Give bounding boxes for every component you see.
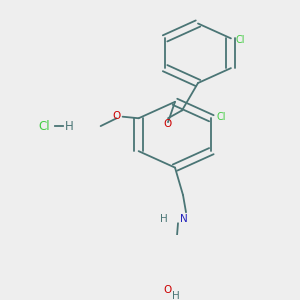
Text: Cl: Cl — [38, 120, 50, 133]
Text: Cl: Cl — [216, 112, 226, 122]
Text: H: H — [172, 291, 180, 300]
Text: O: O — [164, 285, 172, 295]
Text: H: H — [160, 214, 168, 224]
Text: Cl: Cl — [236, 35, 245, 45]
Text: H: H — [65, 120, 74, 133]
Text: O: O — [163, 119, 171, 129]
Text: O: O — [112, 111, 121, 121]
Text: N: N — [180, 214, 188, 224]
